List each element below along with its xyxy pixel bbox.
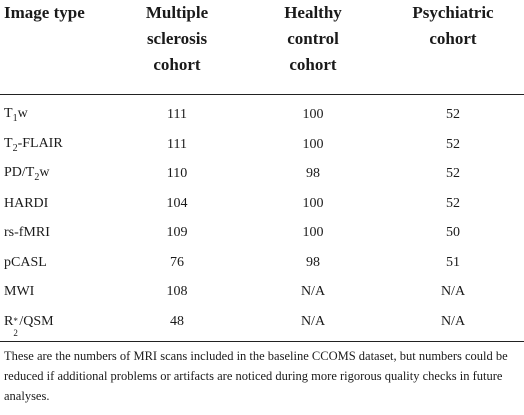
table-row: rs-fMRI 109 100 50: [0, 219, 524, 249]
image-type-cell: MWI: [4, 284, 35, 300]
header-psychiatric-cohort: Psychiatric cohort: [382, 0, 524, 95]
image-type-cell: PD/T2w: [4, 165, 50, 184]
ms-count-cell: 104: [166, 195, 188, 211]
table-row: pCASL 76 98 51: [0, 248, 524, 278]
table-row: R * 2/QSM 48 N/A N/A: [0, 307, 524, 342]
psy-count-cell: N/A: [382, 307, 524, 342]
header-multiple-sclerosis-cohort: Multiple sclerosis cohort: [110, 0, 244, 95]
header-healthy-control-cohort: Healthy control cohort: [244, 0, 382, 95]
image-type-cell: HARDI: [4, 195, 49, 211]
ms-count-cell: 76: [170, 254, 184, 270]
header-row: Image type Multiple sclerosis cohort Healt…: [0, 0, 524, 95]
table-row: MWI 108 N/A N/A: [0, 278, 524, 308]
psy-count-cell: 50: [446, 225, 460, 241]
ms-count-cell: 48: [110, 307, 244, 342]
hc-count-cell: 98: [306, 254, 320, 270]
ms-count-cell: 110: [166, 166, 188, 182]
ms-count-cell: 111: [167, 136, 187, 152]
ms-count-cell: 109: [166, 225, 188, 241]
image-type-cell: T1w: [4, 106, 28, 125]
hc-count-cell: 100: [302, 107, 324, 123]
psy-count-cell: 52: [446, 195, 460, 211]
image-type-cell: rs-fMRI: [4, 225, 50, 241]
image-type-cell: pCASL: [4, 254, 47, 270]
table-row: HARDI 104 100 52: [0, 189, 524, 219]
hc-count-cell: N/A: [300, 284, 326, 300]
psy-count-cell: 52: [446, 136, 460, 152]
ms-count-cell: 108: [166, 284, 188, 300]
hc-count-cell: N/A: [244, 307, 382, 342]
image-type-cell: R * 2/QSM: [0, 307, 110, 342]
psy-count-cell: N/A: [440, 284, 466, 300]
psy-count-cell: 52: [446, 166, 460, 182]
psy-count-cell: 51: [446, 254, 460, 270]
header-image-type: Image type: [0, 0, 110, 95]
hc-count-cell: 100: [302, 225, 324, 241]
table-row: PD/T2w 110 98 52: [0, 160, 524, 190]
hc-count-cell: 100: [302, 136, 324, 152]
image-type-cell: T2-FLAIR: [4, 135, 63, 154]
mri-scan-counts-table: Image type Multiple sclerosis cohort Healt…: [0, 0, 524, 342]
hc-count-cell: 100: [302, 195, 324, 211]
table-footnote: These are the numbers of MRI scans inclu…: [4, 349, 508, 403]
psy-count-cell: 52: [446, 107, 460, 123]
table-row: T2-FLAIR 111 100 52: [0, 130, 524, 160]
ms-count-cell: 111: [167, 107, 187, 123]
table-row: T1w 111 100 52: [0, 94, 524, 130]
hc-count-cell: 98: [306, 166, 320, 182]
